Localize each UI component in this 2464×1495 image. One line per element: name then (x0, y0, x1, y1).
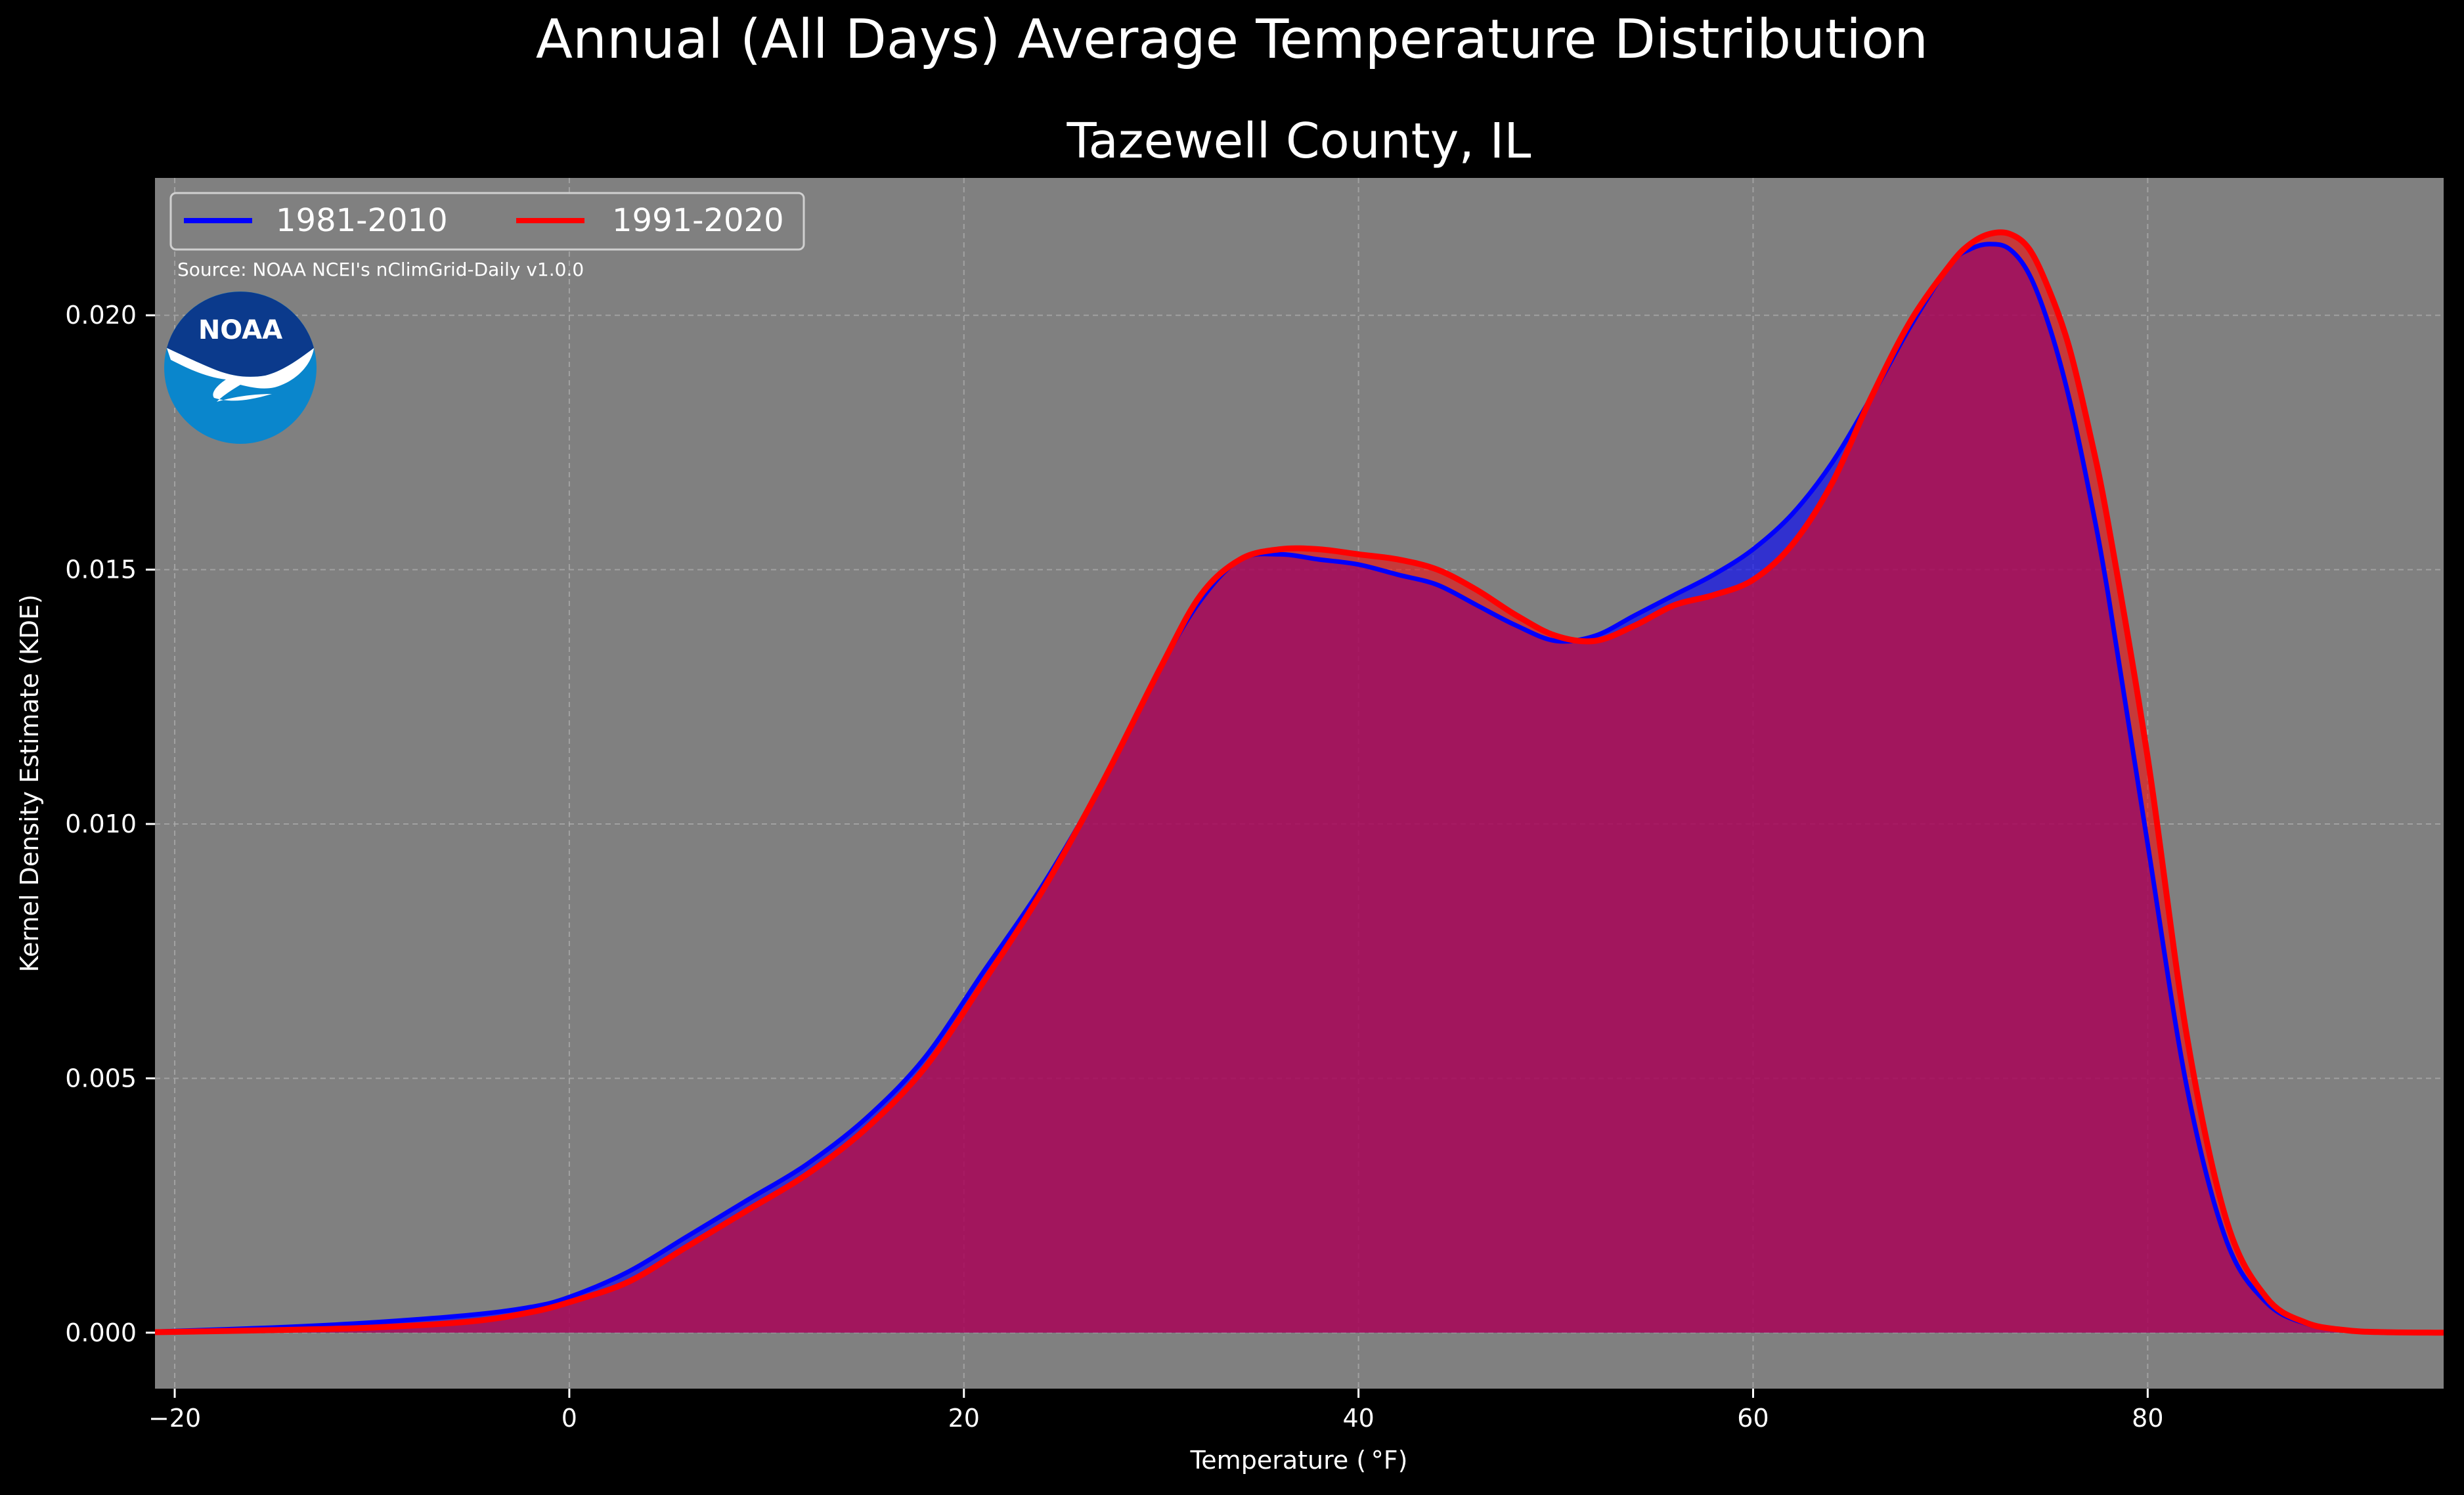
y-tick-label: 0.015 (65, 555, 137, 584)
x-tick-label: 0 (561, 1404, 577, 1433)
legend-label-1991-2020: 1991-2020 (612, 202, 784, 239)
x-tick-label: −20 (148, 1404, 201, 1433)
noaa-logo: NOAA (164, 292, 317, 444)
y-tick-label: 0.005 (65, 1064, 137, 1093)
figure-suptitle: Annual (All Days) Average Temperature Di… (536, 9, 1928, 71)
y-tick-label: 0.000 (65, 1318, 137, 1347)
legend-box (169, 192, 805, 251)
density-fills (155, 232, 2444, 1333)
y-axis-ticks: 0.000 0.005 0.010 0.015 0.020 (65, 301, 155, 1347)
x-axis-ticks: −20 0 20 40 60 80 (148, 1389, 2164, 1433)
density-lines (154, 229, 2444, 1336)
logo-text: NOAA (198, 315, 282, 345)
density-line-1991-2020 (154, 229, 2444, 1336)
x-tick-label: 20 (948, 1404, 980, 1433)
logo-inner-sky (167, 292, 314, 377)
x-axis-label: Temperature ( °F) (1190, 1446, 1408, 1475)
x-tick-label: 40 (1342, 1404, 1374, 1433)
y-tick-label: 0.010 (65, 810, 137, 838)
x-tick-label: 60 (1737, 1404, 1769, 1433)
chart-title: Tazewell County, IL (1066, 113, 1531, 169)
plot-area (154, 178, 2444, 1389)
seagull-icon (167, 348, 314, 402)
y-axis-label: Kernel Density Estimate (KDE) (15, 594, 44, 972)
legend-label-1981-2010: 1981-2010 (276, 202, 448, 239)
density-fill-1991-2020 (155, 232, 2444, 1333)
legend: 1981-2010 1991-2020 (169, 192, 805, 251)
y-tick-label: 0.020 (65, 301, 137, 330)
x-tick-label: 80 (2132, 1404, 2163, 1433)
source-note: Source: NOAA NCEI's nClimGrid-Daily v1.0… (177, 259, 584, 280)
